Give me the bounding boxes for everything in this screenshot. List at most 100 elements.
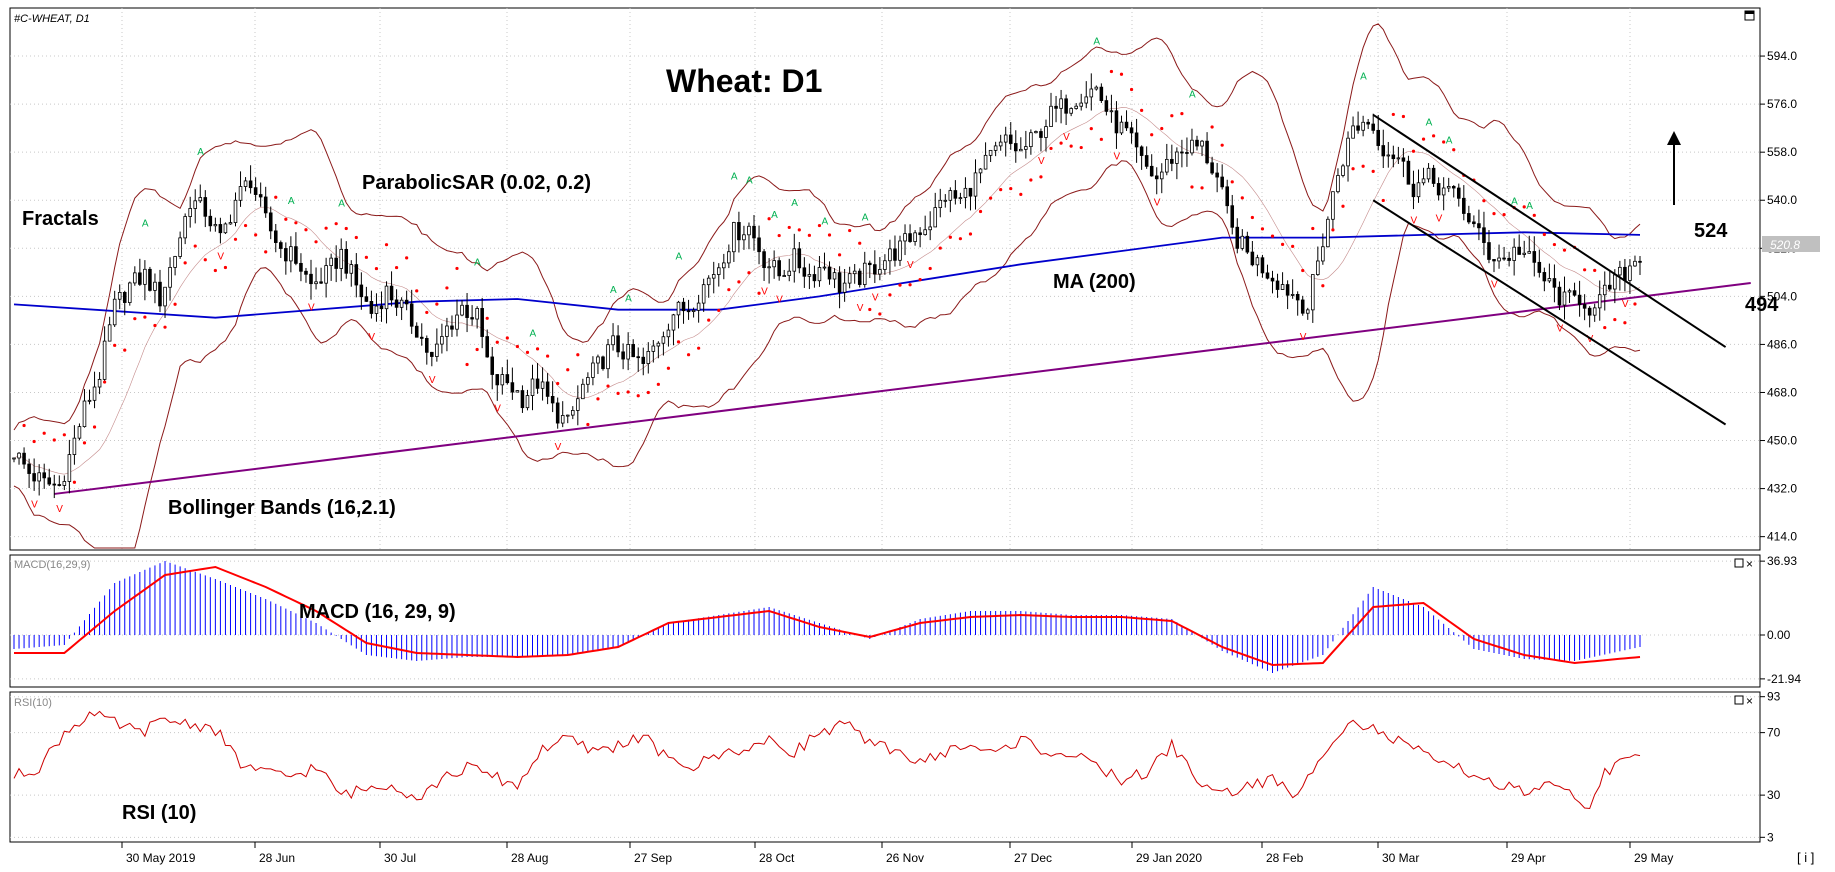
candle-body — [1441, 187, 1446, 196]
macd-tick-label: 0.00 — [1767, 628, 1791, 642]
sar-dot — [1331, 228, 1335, 232]
candle-body — [1195, 139, 1199, 147]
candle-body — [289, 246, 293, 262]
candle-body — [792, 248, 797, 272]
rsi-panel: 93 70 30 3 RSI(10) RSI (10) × — [9, 690, 1781, 844]
candle-body — [22, 452, 26, 465]
candle-body — [37, 472, 41, 482]
bollinger-label: Bollinger Bands (16,2.1) — [168, 497, 396, 519]
parabolic-sar-label: ParabolicSAR (0.02, 0.2) — [362, 172, 591, 194]
candle-body — [706, 277, 711, 286]
sar-dot — [827, 233, 832, 237]
macd-close-icon[interactable]: × — [1746, 557, 1753, 571]
fractal-up-icon: A — [530, 328, 537, 339]
sar-dot — [817, 223, 822, 228]
candle-body — [314, 281, 318, 285]
candle-body — [1361, 121, 1365, 131]
sar-dot — [1562, 248, 1567, 252]
candle-body — [1039, 131, 1043, 138]
maximize-icon[interactable] — [1744, 10, 1755, 21]
sar-dot — [465, 362, 469, 367]
rsi-restore-icon[interactable] — [1734, 695, 1744, 705]
fractal-down-icon: V — [31, 500, 38, 511]
candle-body — [1547, 278, 1552, 282]
candle-body — [1008, 134, 1013, 144]
sar-dot — [989, 196, 993, 200]
sar-dot — [1391, 112, 1395, 117]
sar-dot — [727, 288, 731, 292]
candle-body — [193, 200, 198, 209]
rsi-panel-controls[interactable]: × — [1734, 694, 1753, 708]
sar-dot — [616, 391, 620, 396]
sar-dot — [596, 397, 600, 401]
sar-dot — [364, 255, 368, 259]
candle-body — [842, 282, 847, 293]
price-tick-label: 468.0 — [1767, 385, 1797, 399]
fractal-up-icon: A — [1189, 89, 1196, 100]
candle-body — [772, 260, 776, 268]
candle-body — [1567, 290, 1572, 293]
sar-dot — [334, 222, 338, 226]
price-tick-label: 450.0 — [1767, 434, 1797, 448]
candle-body — [27, 463, 31, 474]
candle-body — [379, 305, 384, 310]
sar-dot — [1039, 175, 1043, 179]
candle-body — [233, 199, 238, 223]
candle-body — [294, 246, 298, 264]
macd-y-axis: 36.93 0.00 -21.94 — [1760, 554, 1801, 686]
sar-dot — [243, 223, 248, 228]
sar-dot — [1603, 325, 1607, 330]
bollinger-upper — [13, 23, 1641, 431]
macd-tick-label: 36.93 — [1767, 554, 1797, 568]
sar-dot — [324, 226, 328, 230]
price-panel: 594.0576.0558.0540.0522.0504.0486.0468.0… — [9, 7, 1820, 842]
candle-body — [143, 268, 147, 285]
candle-body — [1462, 197, 1466, 214]
candle-body — [1542, 272, 1547, 282]
sar-dot — [1482, 199, 1486, 203]
candle-body — [42, 472, 46, 479]
fractal-down-icon: V — [1556, 324, 1563, 335]
sar-dot — [1280, 242, 1285, 246]
candle-body — [1456, 187, 1461, 199]
sar-dot — [1250, 215, 1254, 220]
sar-dot — [425, 310, 429, 315]
candle-body — [1270, 277, 1275, 282]
macd-panel-controls[interactable]: × — [1734, 557, 1753, 571]
sar-dot — [1009, 186, 1013, 191]
candle-body — [747, 225, 751, 236]
sar-dot — [183, 261, 187, 265]
candle-body — [1517, 246, 1521, 255]
date-tick-label: 26 Nov — [886, 851, 924, 865]
candle-body — [117, 291, 122, 300]
candle-body — [696, 302, 701, 311]
candle-body — [243, 180, 248, 187]
sar-dot — [666, 366, 671, 370]
sar-dot — [586, 422, 590, 427]
candle-body — [183, 216, 187, 239]
candle-body — [253, 187, 258, 195]
candle-body — [1114, 110, 1119, 134]
candle-body — [1099, 86, 1104, 102]
info-button[interactable]: [ i ] — [1797, 850, 1814, 865]
sar-dot — [1381, 198, 1385, 203]
rsi-close-icon[interactable]: × — [1746, 694, 1753, 708]
sar-dot — [173, 302, 177, 306]
fractal-down-icon: V — [1491, 280, 1498, 291]
candle-body — [873, 264, 877, 275]
candle-body — [153, 281, 157, 291]
candle-body — [586, 377, 590, 385]
macd-restore-icon[interactable] — [1734, 558, 1744, 568]
candle-body — [138, 272, 142, 285]
candle-body — [978, 168, 983, 174]
candle-body — [1497, 257, 1501, 262]
fractal-up-icon: A — [675, 252, 682, 263]
candle-body — [1074, 105, 1078, 109]
fractal-up-icon: A — [1526, 201, 1533, 212]
candle-body — [1149, 165, 1154, 177]
sar-dot — [1432, 134, 1436, 138]
candle-body — [238, 186, 243, 201]
candle-body — [862, 262, 867, 285]
candle-body — [787, 270, 792, 276]
candle-body — [571, 410, 575, 416]
